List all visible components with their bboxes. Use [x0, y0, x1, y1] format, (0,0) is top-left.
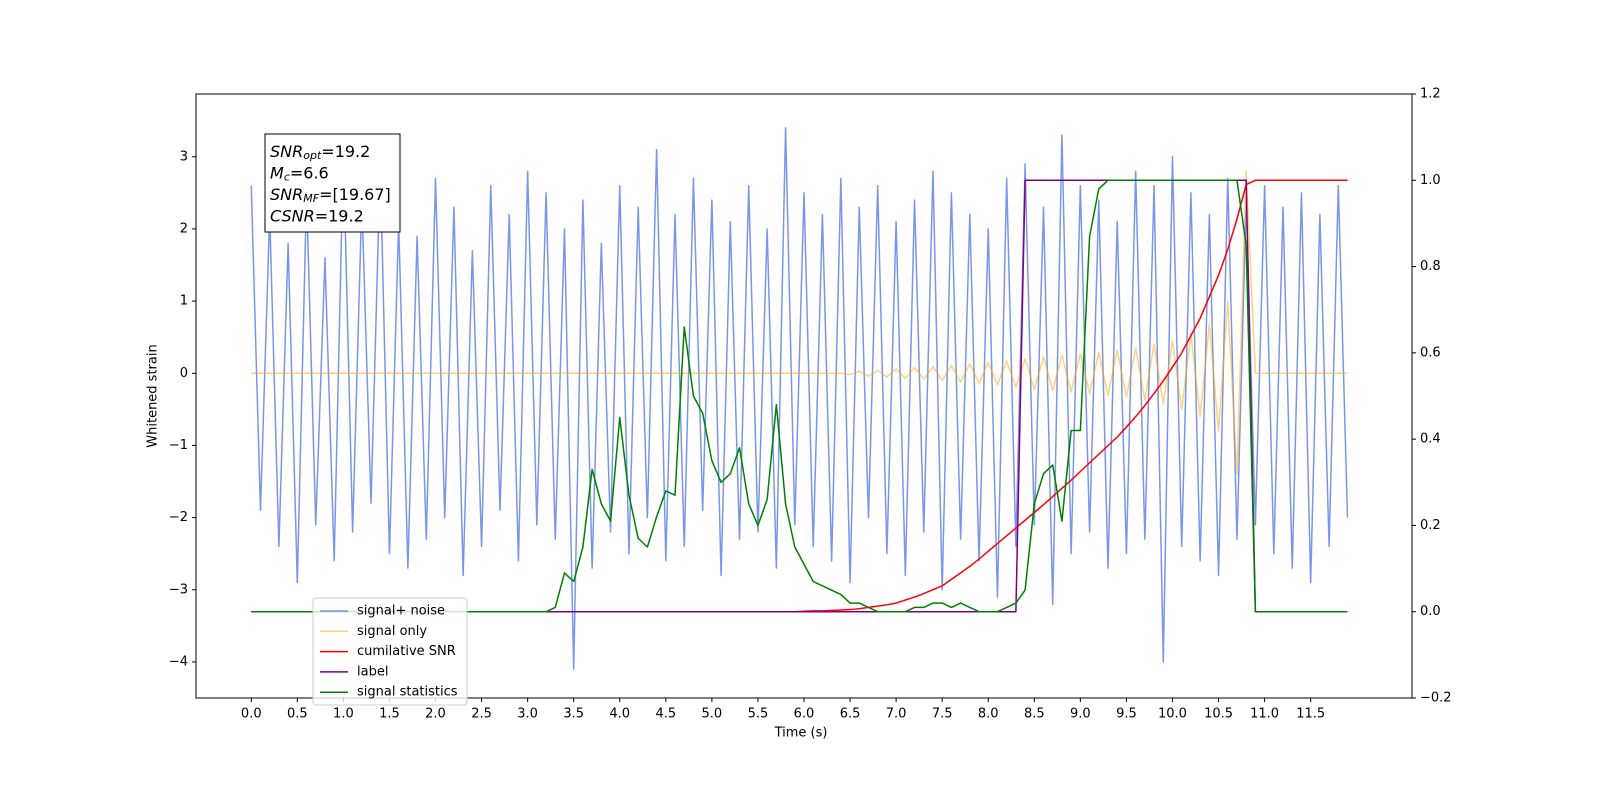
annotation-line: SNRMF=[19.67]: [270, 185, 391, 206]
annotation-sub: opt: [303, 149, 322, 162]
annotation-name: SNR: [270, 142, 303, 161]
axes: 0.0 0.5 1.0 1.5 2.0 2.5 3.0 3.5 4.0 4.5 5.0 5.5 6.0 6…: [169, 87, 1452, 722]
x-tick-label: 0.0: [241, 707, 262, 722]
plot-lines: [250, 127, 1349, 670]
y-tick-label: −2: [169, 510, 188, 525]
x-tick-label: 8.0: [978, 707, 999, 722]
y2-tick-label: 0.0: [1420, 604, 1441, 619]
y-tick-label: −3: [169, 582, 188, 597]
y-tick-label: −4: [169, 654, 188, 669]
y2-tick-label: 1.2: [1420, 87, 1441, 102]
annotation-line: SNRopt=19.2: [270, 142, 370, 163]
annotation-sub: c: [284, 171, 290, 184]
series-line: [250, 127, 1349, 670]
y2-tick-label: 1.0: [1420, 173, 1441, 188]
x-tick-label: 11.5: [1296, 707, 1325, 722]
x-tick-label: 1.5: [379, 707, 400, 722]
y2-tick-label: 0.6: [1420, 345, 1441, 360]
x-tick-label: 9.5: [1116, 707, 1137, 722]
legend-label: signal only: [357, 624, 427, 639]
annotation-text: =19.2: [315, 206, 364, 225]
x-tick-label: 7.5: [932, 707, 953, 722]
x-tick-label: 10.5: [1204, 707, 1233, 722]
x-tick-label: 10.0: [1158, 707, 1187, 722]
x-tick-label: 5.0: [702, 707, 723, 722]
annotation-frame: [264, 133, 401, 233]
y-tick-label: 2: [180, 221, 188, 236]
legend: signal+ noise signal only cumilative SNR la…: [312, 597, 468, 706]
x-tick-label: 5.5: [748, 707, 769, 722]
annotation-text: =6.6: [290, 163, 329, 182]
y-tick-label: 3: [180, 149, 188, 164]
y-tick-label: 0: [180, 366, 188, 381]
y2-tick-label: 0.4: [1420, 432, 1441, 447]
x-tick-label: 3.0: [517, 707, 538, 722]
y2-tick-label: −0.2: [1420, 691, 1452, 706]
x-tick-label: 11.0: [1250, 707, 1279, 722]
y-tick-label: 1: [180, 294, 188, 309]
x-tick-label: 0.5: [287, 707, 308, 722]
annotation-text: =[19.67]: [319, 185, 391, 204]
annotation-name: SNR: [270, 185, 303, 204]
legend-label: cumilative SNR: [357, 644, 456, 659]
legend-frame: [312, 597, 468, 706]
annotation-text: =19.2: [321, 142, 370, 161]
series-line: [251, 170, 1348, 476]
y2-tick-label: 0.8: [1420, 259, 1441, 274]
y-tick-label: −1: [169, 438, 188, 453]
annotation-sub: MF: [303, 192, 319, 205]
x-tick-label: 6.5: [840, 707, 861, 722]
y-axis-label: Whitened strain: [146, 344, 161, 447]
x-tick-label: 3.5: [563, 707, 584, 722]
x-tick-label: 2.5: [471, 707, 492, 722]
x-tick-label: 1.0: [333, 707, 354, 722]
x-tick-label: 9.0: [1070, 707, 1091, 722]
annotation-line: Mc=6.6: [270, 163, 329, 184]
x-tick-label: 4.0: [609, 707, 630, 722]
legend-label: label: [357, 664, 388, 679]
x-tick-label: 6.0: [794, 707, 815, 722]
annotation-name: M: [270, 163, 284, 182]
legend-label: signal statistics: [357, 685, 458, 700]
y2-tick-label: 0.2: [1420, 518, 1441, 533]
x-tick-label: 8.5: [1024, 707, 1045, 722]
x-tick-label: 2.0: [425, 707, 446, 722]
x-tick-label: 4.5: [655, 707, 676, 722]
legend-label: signal+ noise: [357, 604, 445, 619]
x-axis-label: Time (s): [774, 726, 828, 741]
annotation-line: CSNR=19.2: [270, 206, 364, 225]
x-tick-label: 7.0: [886, 707, 907, 722]
annotation-name: CSNR: [270, 206, 315, 225]
